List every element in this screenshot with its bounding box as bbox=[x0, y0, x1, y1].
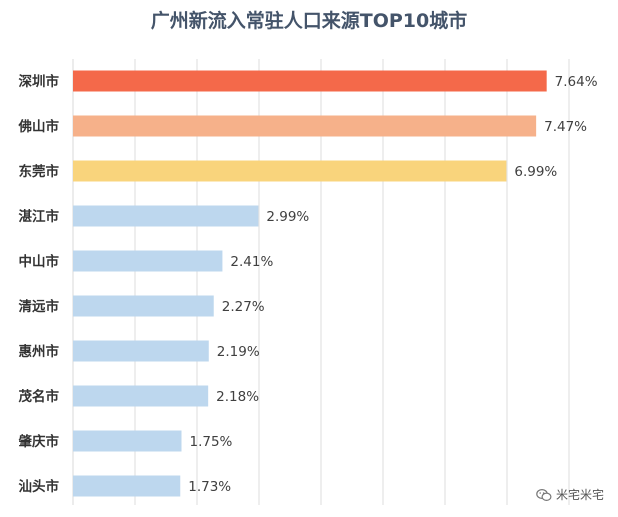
category-label: 惠州市 bbox=[19, 343, 60, 360]
category-label: 中山市 bbox=[19, 253, 60, 270]
value-label: 2.27% bbox=[222, 299, 265, 315]
bar bbox=[73, 430, 182, 452]
bar bbox=[73, 295, 214, 317]
value-label: 7.47% bbox=[544, 119, 587, 135]
value-label: 2.41% bbox=[230, 254, 273, 270]
bar bbox=[73, 475, 181, 497]
watermark: 米宅米宅 bbox=[536, 486, 604, 503]
category-label: 肇庆市 bbox=[19, 433, 60, 450]
category-label: 佛山市 bbox=[18, 118, 60, 135]
value-label: 2.18% bbox=[216, 389, 259, 405]
value-labels: 7.64% 7.47% 6.99% 2.99% 2.41% 2.27% 2.19% 2.18%… bbox=[188, 74, 597, 495]
value-label: 1.73% bbox=[188, 479, 231, 495]
chart-title: 广州新流入常驻人口来源TOP10城市 bbox=[150, 10, 468, 32]
bar bbox=[73, 160, 507, 182]
category-label: 茂名市 bbox=[19, 388, 60, 405]
bar bbox=[73, 340, 209, 362]
grid-lines bbox=[72, 59, 570, 505]
bar bbox=[73, 385, 209, 407]
watermark-text: 米宅米宅 bbox=[555, 488, 604, 502]
value-label: 6.99% bbox=[514, 164, 557, 180]
value-label: 7.64% bbox=[555, 74, 598, 90]
category-label: 深圳市 bbox=[19, 73, 60, 90]
category-label: 湛江市 bbox=[19, 208, 60, 225]
value-label: 1.75% bbox=[190, 434, 233, 450]
value-label: 2.19% bbox=[217, 344, 260, 360]
bars bbox=[73, 70, 547, 497]
category-label: 汕头市 bbox=[19, 478, 60, 495]
category-label: 东莞市 bbox=[19, 163, 60, 180]
bar bbox=[73, 205, 259, 227]
category-label: 清远市 bbox=[19, 298, 60, 315]
bar bbox=[73, 70, 547, 92]
bar bbox=[73, 115, 537, 137]
value-label: 2.99% bbox=[266, 209, 309, 225]
wechat-icon bbox=[536, 488, 552, 501]
bar bbox=[73, 250, 223, 272]
